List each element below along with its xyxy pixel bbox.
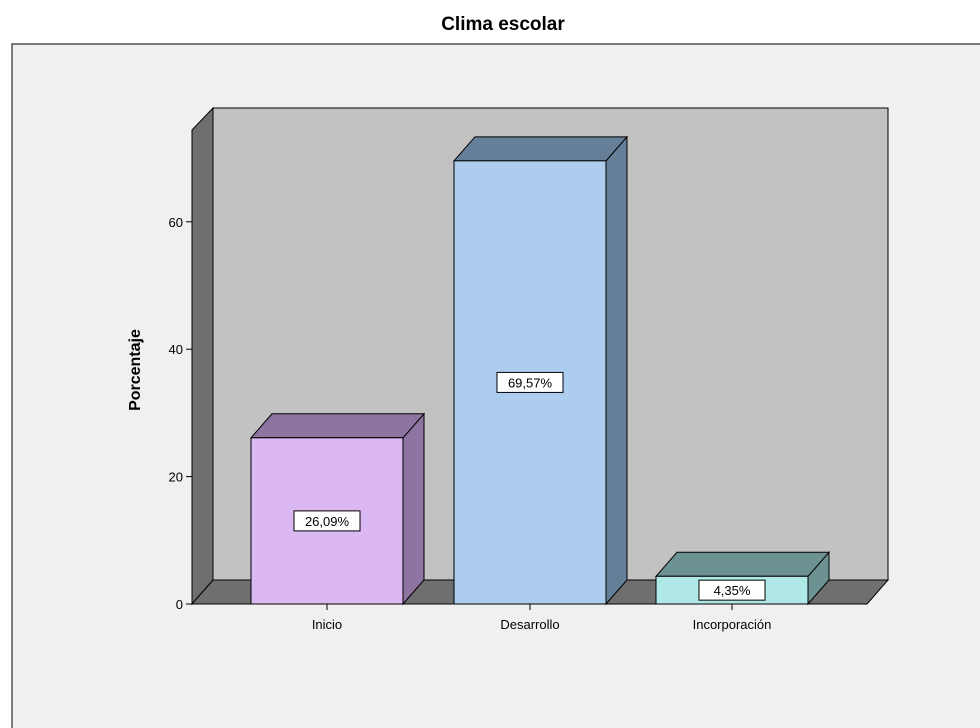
- y-axis-title: Porcentaje: [127, 329, 144, 411]
- bar-incorporación: 4,35%: [654, 550, 831, 606]
- bars: 26,09% 69,57% 4,35%: [249, 135, 831, 606]
- bar-desarrollo: 69,57%: [452, 135, 629, 606]
- value-label-box: [496, 371, 564, 393]
- chart-title: Clima escolar: [441, 14, 565, 35]
- value-label-box: [293, 510, 361, 532]
- y-tick-label: 20: [169, 470, 183, 485]
- x-category-label: Inicio: [312, 617, 342, 632]
- value-label: 69,57%: [508, 375, 553, 390]
- x-category-label: Desarrollo: [500, 617, 559, 632]
- bar-top: [249, 413, 426, 439]
- x-category-labels: Inicio Desarrollo Incorporación: [312, 604, 772, 632]
- bar-top: [654, 551, 831, 577]
- value-label: 26,09%: [305, 514, 350, 529]
- left-wall: [191, 106, 214, 606]
- x-category-label: Incorporación: [693, 617, 772, 632]
- bar-side: [402, 412, 425, 606]
- y-tick-label: 0: [176, 597, 183, 612]
- bar-inicio: 26,09%: [249, 412, 426, 606]
- y-ticks: 0 20 40 60: [169, 215, 192, 612]
- value-label-box: [698, 579, 766, 601]
- y-tick-label: 40: [169, 342, 183, 357]
- y-tick-label: 60: [169, 215, 183, 230]
- value-label: 4,35%: [714, 583, 751, 598]
- bar-side: [605, 135, 628, 606]
- bar-top: [452, 136, 629, 162]
